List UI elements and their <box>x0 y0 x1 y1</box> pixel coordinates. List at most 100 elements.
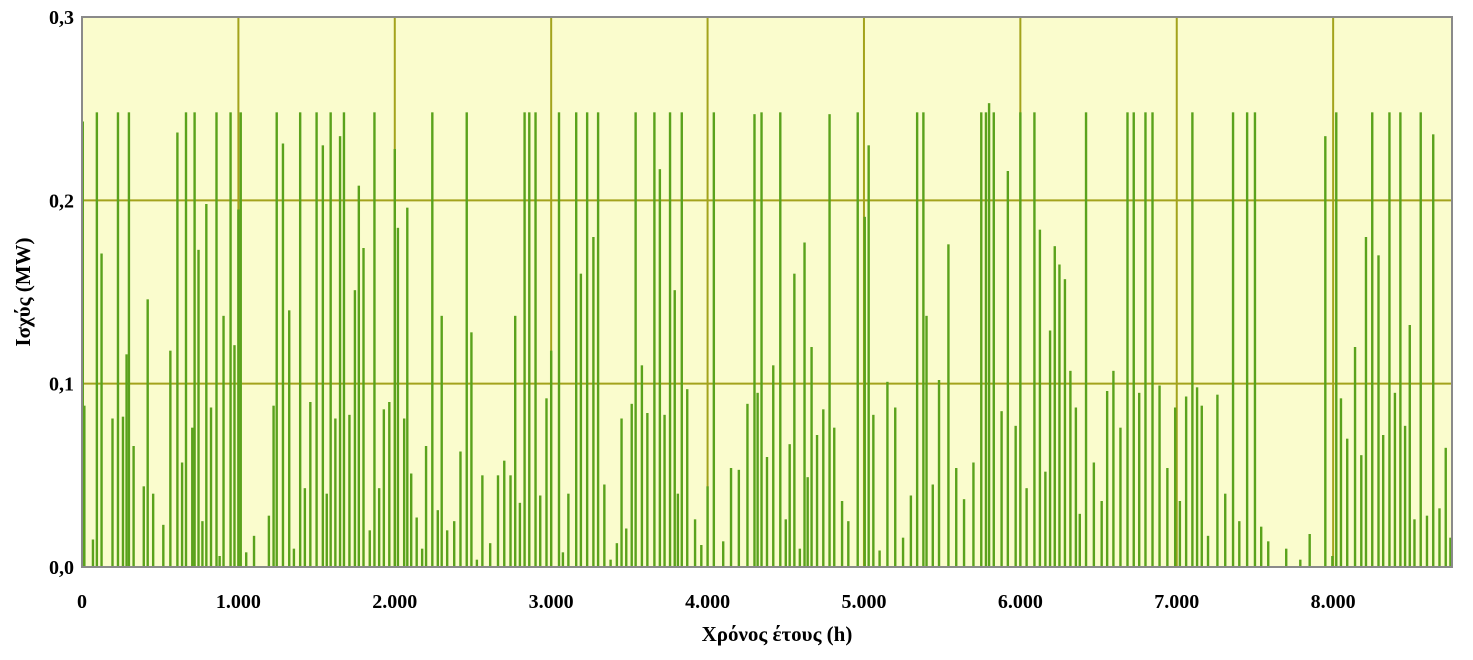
bar <box>712 112 716 567</box>
y-axis-ticks: 0,0 0,1 0,2 0,3 <box>49 7 74 579</box>
bar <box>1138 392 1141 567</box>
bar <box>1267 541 1270 567</box>
bar <box>596 112 600 567</box>
bar <box>640 365 644 567</box>
x-tick-label: 0 <box>77 591 87 613</box>
bar <box>197 249 200 567</box>
bar <box>630 403 633 567</box>
x-axis-ticks: 0 1.000 2.000 3.000 4.000 5.000 6.000 7.000 8.00… <box>77 591 1356 613</box>
bar <box>534 112 537 567</box>
bar <box>806 477 809 567</box>
bar <box>201 521 204 567</box>
bar <box>760 112 763 567</box>
bar <box>1195 387 1199 567</box>
bar <box>233 345 236 567</box>
bar <box>1063 279 1067 567</box>
bar <box>756 392 759 567</box>
bar <box>116 112 120 567</box>
bar <box>706 486 709 567</box>
bar <box>1444 447 1447 567</box>
bar <box>1331 556 1334 567</box>
bar <box>275 112 278 567</box>
bar <box>424 446 428 567</box>
bar <box>1206 535 1210 567</box>
bar <box>338 136 342 568</box>
bar <box>162 524 165 567</box>
bar <box>937 380 941 567</box>
bar <box>798 548 802 567</box>
bar <box>121 416 125 567</box>
bar <box>1178 501 1182 567</box>
bar <box>872 414 875 567</box>
bar <box>1000 411 1003 567</box>
bar <box>955 468 958 567</box>
bar <box>1006 171 1010 567</box>
bar <box>209 407 213 567</box>
bar <box>922 112 925 567</box>
bar <box>91 539 95 567</box>
bar <box>514 315 517 567</box>
bar <box>833 427 836 567</box>
bar <box>779 112 782 567</box>
bar <box>1216 394 1219 567</box>
bar <box>620 418 623 567</box>
bar <box>169 350 172 567</box>
bar <box>440 315 443 567</box>
bar <box>218 556 221 567</box>
bar <box>215 112 218 567</box>
bar <box>334 418 337 567</box>
bar <box>100 253 103 567</box>
bar <box>729 468 733 567</box>
bar <box>1299 559 1302 567</box>
bar <box>180 462 184 567</box>
bar <box>509 475 512 567</box>
bar <box>127 112 131 567</box>
bar <box>840 501 844 567</box>
bar <box>321 145 325 567</box>
bar <box>549 350 553 567</box>
bar <box>1014 425 1017 567</box>
bar <box>528 112 531 567</box>
bar <box>377 488 381 567</box>
bar <box>368 530 371 567</box>
bar <box>1438 508 1441 567</box>
bar <box>1324 136 1327 568</box>
bar <box>1408 325 1411 567</box>
bar <box>402 418 406 567</box>
bar <box>737 469 741 567</box>
bar <box>475 559 479 567</box>
bar <box>1403 425 1407 567</box>
bar <box>1399 112 1402 567</box>
bar <box>420 548 424 567</box>
bar <box>1033 112 1036 567</box>
bar <box>151 493 155 567</box>
bar <box>1308 534 1311 567</box>
bar <box>676 493 680 567</box>
bar <box>496 475 500 567</box>
bar <box>1100 501 1103 567</box>
bar <box>1053 246 1056 568</box>
bar <box>972 462 975 567</box>
bar <box>539 495 542 567</box>
bar <box>746 403 749 567</box>
bar <box>342 112 346 567</box>
bar <box>1184 396 1188 567</box>
bar <box>1092 462 1096 567</box>
bar <box>894 407 897 567</box>
bar <box>111 418 114 567</box>
bar <box>1126 112 1129 567</box>
x-tick-label: 6.000 <box>998 591 1043 613</box>
bar <box>668 112 672 567</box>
bar <box>803 242 806 567</box>
bar <box>503 460 506 567</box>
bar <box>315 112 318 567</box>
y-tick-label: 0,1 <box>49 374 74 396</box>
bar <box>863 216 866 567</box>
bar <box>353 290 357 567</box>
y-tick-label: 0,2 <box>49 190 74 212</box>
bar <box>1048 330 1052 567</box>
x-tick-label: 4.000 <box>685 591 730 613</box>
bar <box>700 545 703 567</box>
bar <box>1074 407 1078 567</box>
